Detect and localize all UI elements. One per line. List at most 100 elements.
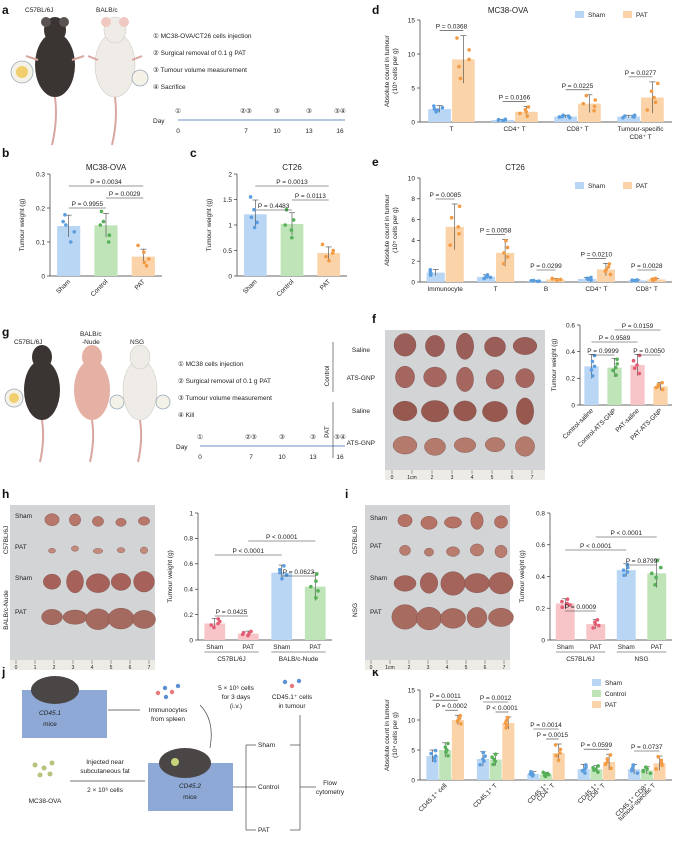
tumour <box>111 573 131 591</box>
data-point <box>314 572 319 576</box>
p-value-label: P = 0.0028 <box>631 263 663 270</box>
data-point <box>635 771 640 775</box>
x-tick-label: Sham <box>206 644 223 651</box>
data-point <box>655 81 660 86</box>
data-point <box>566 114 571 118</box>
tumour <box>393 333 417 357</box>
y-axis-label: Absolute count in tumour <box>384 34 391 107</box>
data-point <box>625 562 630 567</box>
timeline-day: 16 <box>336 128 344 135</box>
data-point <box>440 105 445 110</box>
data-point <box>458 76 463 81</box>
legend-label: Control <box>605 691 627 698</box>
timeline-mark: ③ <box>310 433 316 441</box>
bar <box>617 116 640 122</box>
data-point <box>248 195 253 199</box>
p-value-label: P < 0.0001 <box>486 705 518 712</box>
tumour <box>456 332 474 360</box>
x-tick-label: T <box>494 286 498 293</box>
tumour <box>516 397 534 425</box>
tumour <box>115 518 127 527</box>
data-point <box>482 276 486 281</box>
data-point <box>568 603 572 607</box>
bar <box>552 753 565 780</box>
y-axis-label: (10⁵ cells per g) <box>392 207 399 253</box>
group-label: C57BL/6J <box>566 656 595 663</box>
data-point <box>614 373 618 377</box>
group-label: C57BL/6J <box>217 656 246 663</box>
tumour <box>512 337 538 355</box>
timeline-mark: ③④ <box>334 107 346 115</box>
y-tick-label: 15 <box>408 687 416 694</box>
data-point <box>604 267 609 272</box>
row-label-pat: PAT <box>15 609 27 616</box>
tumour <box>453 400 477 422</box>
data-point <box>584 93 589 98</box>
timeline-day: 10 <box>278 454 286 461</box>
data-point <box>99 209 104 214</box>
p-value-label: P = 0.0225 <box>562 83 594 90</box>
panel-letter-e: e <box>372 155 379 169</box>
legend-swatch <box>592 679 601 686</box>
data-point <box>565 601 569 606</box>
tumour <box>420 572 438 594</box>
ruler-label: 2 <box>53 665 56 671</box>
bar <box>317 253 341 276</box>
flow-label: Flow <box>323 780 337 787</box>
y-tick-label: 0 <box>228 273 232 280</box>
data-point <box>458 713 463 718</box>
timeline-day: 0 <box>198 454 202 461</box>
data-point <box>544 771 549 776</box>
data-point <box>501 261 506 266</box>
data-point <box>622 573 626 578</box>
bar <box>628 769 641 780</box>
y-tick-label: 0 <box>411 279 415 286</box>
timeline-day: 16 <box>336 454 344 461</box>
row-label-saline: Saline <box>352 347 370 354</box>
injection-label: Injected near <box>86 759 124 766</box>
bar <box>603 762 616 780</box>
data-point <box>550 276 555 281</box>
ruler-label: 0 <box>391 475 394 481</box>
data-point <box>654 575 658 580</box>
timeline-day: 7 <box>249 454 253 461</box>
p-value-label: P = 0.0011 <box>430 693 461 700</box>
tumour <box>470 511 484 530</box>
y-tick-label: 0.4 <box>566 349 575 356</box>
data-point <box>645 108 650 112</box>
timeline-day: 13 <box>305 128 313 135</box>
data-point <box>653 276 658 281</box>
p-value-label: P = 0.0166 <box>499 94 531 101</box>
data-point <box>583 771 587 775</box>
data-point <box>641 768 646 773</box>
data-point <box>433 748 438 753</box>
bar <box>451 720 464 780</box>
data-point <box>649 89 654 94</box>
data-point <box>502 251 506 255</box>
p-value-label: P = 0.9999 <box>587 348 619 355</box>
data-point <box>561 113 566 118</box>
timeline-mark: ③④ <box>334 433 346 441</box>
tumour <box>440 608 466 629</box>
data-point <box>456 225 461 229</box>
mouse-icon <box>31 676 79 704</box>
y-tick-label: 6 <box>411 217 415 224</box>
data-point <box>626 565 630 570</box>
panel-letter-h: h <box>2 487 9 501</box>
ruler-label: 3 <box>451 475 454 481</box>
data-point <box>503 117 508 122</box>
p-value-label: P < 0.0001 <box>266 534 298 541</box>
data-point <box>594 767 598 771</box>
data-point <box>660 387 665 392</box>
p-value-label: P = 0.8799 <box>626 558 658 565</box>
bar <box>502 723 515 780</box>
data-point <box>565 597 570 602</box>
y-tick-label: 1.5 <box>223 197 232 204</box>
legend-swatch <box>592 690 601 697</box>
data-point <box>467 48 471 52</box>
cd451-label: CD45.1 <box>39 710 61 717</box>
row-label-sham: Sham <box>15 513 32 520</box>
tumour <box>456 367 474 392</box>
x-tick-label: Sham <box>557 644 574 651</box>
